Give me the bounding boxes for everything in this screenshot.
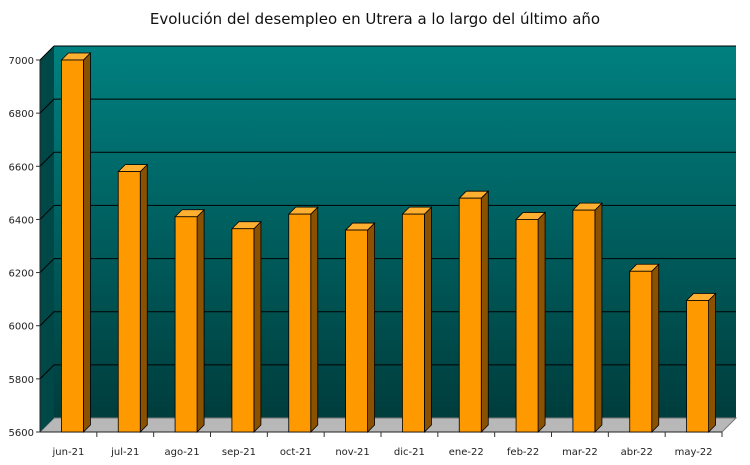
bar-side [594, 202, 603, 433]
x-tick-label: nov-21 [335, 447, 369, 458]
bar-side [83, 52, 91, 433]
bar-jun-21 [60, 52, 92, 433]
bar [515, 219, 539, 433]
x-tick-label: may-22 [675, 447, 713, 458]
bar-sep-21 [230, 220, 262, 433]
gridline-diag [39, 258, 55, 273]
gridline-diag [39, 45, 55, 61]
y-tick-label: 6000 [9, 322, 34, 333]
y-tick-label: 6800 [9, 109, 34, 120]
y-tick-label: 5800 [9, 375, 34, 386]
bar-side [708, 292, 716, 433]
y-tick-label: 6400 [9, 215, 34, 226]
gridline-diag [39, 205, 55, 220]
x-tick-label: abr-22 [621, 447, 653, 458]
bar-abr-22 [628, 263, 660, 433]
bar-dic-21 [401, 206, 433, 433]
bar-oct-21 [287, 206, 319, 433]
plot-left-wall [40, 46, 54, 432]
chart-title: Evolución del desempleo en Utrera a lo l… [149, 10, 601, 28]
x-tick-label: mar-22 [562, 447, 598, 458]
bar [61, 59, 84, 433]
bar [174, 216, 198, 433]
bar-mar-22 [571, 202, 603, 433]
y-tick-label: 7000 [9, 56, 34, 67]
bar-may-22 [685, 292, 717, 433]
y-tick-label: 5600 [9, 428, 34, 439]
bar [458, 197, 482, 433]
bar [629, 270, 653, 433]
plot-wall [40, 46, 736, 432]
gridline-diag [39, 364, 55, 380]
y-tick-label: 6600 [9, 162, 34, 173]
gridline-diag [39, 311, 55, 327]
bar [402, 213, 425, 433]
x-tick-label: ago-21 [165, 447, 200, 458]
x-tick-label: jun-21 [52, 447, 85, 458]
bar-jul-21 [117, 163, 149, 433]
x-tick-label: feb-22 [507, 447, 539, 458]
bar [572, 209, 596, 433]
x-tick-label: sep-21 [222, 447, 256, 458]
bar-side [651, 263, 660, 433]
y-tick-label: 6200 [9, 269, 34, 280]
bar-nov-21 [344, 222, 376, 433]
bar-side [310, 206, 319, 433]
gridline-diag [39, 151, 55, 167]
bar [288, 213, 312, 433]
bar-ago-21 [174, 208, 206, 433]
gridline-diag [39, 98, 55, 114]
bar-side [480, 190, 489, 433]
bar-side [253, 220, 262, 433]
bar-side [424, 206, 432, 433]
bar-side [537, 211, 546, 433]
x-tick-label: dic-21 [394, 447, 425, 458]
bar-side [367, 222, 375, 433]
x-tick-label: jul-21 [110, 447, 139, 458]
x-tick-label: ene-22 [449, 447, 484, 458]
bar-side [139, 163, 148, 433]
bar [231, 228, 255, 433]
bar-feb-22 [515, 211, 547, 433]
bar [686, 300, 709, 433]
bar-ene-22 [458, 190, 490, 433]
x-tick-label: oct-21 [280, 447, 312, 458]
bar [117, 171, 141, 433]
bar-side [196, 208, 205, 433]
bar [345, 229, 368, 433]
